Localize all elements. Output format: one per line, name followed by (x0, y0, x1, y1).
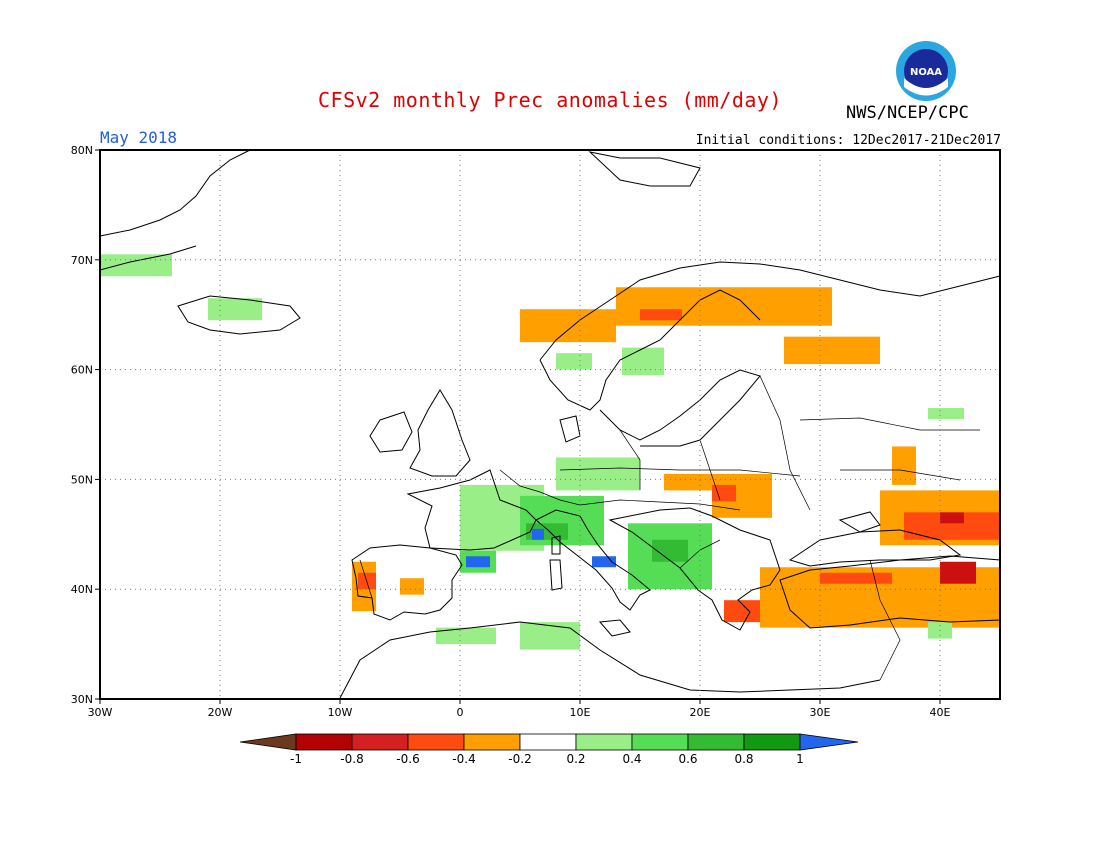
anomaly-region-17 (820, 572, 892, 584)
anomaly-region-33 (436, 627, 496, 645)
colorbar-label-1: -0.8 (340, 752, 364, 766)
colorbar-label-5: 0.2 (566, 752, 586, 766)
anomaly-region-29 (532, 528, 544, 540)
colorbar-segment-3 (407, 733, 465, 751)
lat-tick-label-0: 30N (71, 693, 93, 706)
colorbar-label-7: 0.6 (678, 752, 698, 766)
corsica-coast (551, 535, 561, 555)
anomaly-region-6 (556, 353, 592, 370)
iceland (177, 295, 301, 335)
colorbar-label-9: 1 (796, 752, 804, 766)
anomaly-region-9 (928, 408, 964, 420)
chart-title: CFSv2 monthly Prec anomalies (mm/day) (317, 88, 783, 112)
lon-tick-label-7: 40E (930, 706, 951, 719)
colorbar-segment-5 (519, 733, 577, 751)
anomaly-region-21 (358, 572, 376, 590)
anomaly-layer (100, 254, 1000, 650)
lat-tick-label-3: 60N (71, 364, 93, 377)
colorbar-segment-1 (295, 733, 353, 751)
lat-tick-label-1: 40N (71, 583, 93, 596)
greenland (99, 149, 251, 271)
colorbar-arrow-high (799, 733, 859, 751)
anomaly-region-30 (592, 556, 616, 568)
baltic (599, 369, 761, 447)
agency-label: NWS/NCEP/CPC (846, 103, 969, 123)
italy-coast (535, 509, 651, 611)
anomaly-region-7 (622, 347, 664, 376)
month-label: May 2018 (100, 128, 178, 147)
colorbar (239, 733, 859, 751)
anomaly-region-1 (208, 298, 262, 321)
axis-ticks: 30W 20W 10W 0 10E 20E 30E 40E 30N 40N 50N 60N 70N 80N (71, 144, 951, 719)
lat-lon-grid (100, 150, 1000, 699)
sicily-coast (598, 619, 631, 637)
lon-tick-label-1: 20W (208, 706, 233, 719)
lon-tick-label-4: 10E (570, 706, 591, 719)
initial-conditions: Initial conditions: 12Dec2017-21Dec2017 (695, 133, 1001, 148)
colorbar-label-0: -1 (290, 752, 302, 766)
anomaly-region-32 (652, 539, 688, 562)
british-isles (409, 389, 471, 477)
anomaly-region-11 (712, 484, 736, 502)
anomaly-region-19 (724, 600, 760, 623)
colorbar-label-2: -0.6 (396, 752, 420, 766)
colorbar-label-3: -0.4 (452, 752, 476, 766)
anomaly-region-15 (940, 512, 964, 524)
anomaly-region-2 (520, 309, 616, 343)
colorbar-label-6: 0.4 (622, 752, 642, 766)
anomaly-region-26 (556, 457, 640, 491)
france-coast (406, 469, 537, 551)
noaa-logo: NOAA (896, 41, 956, 101)
anomaly-region-0 (100, 254, 172, 277)
anomaly-region-22 (400, 578, 424, 595)
anomaly-region-4 (640, 309, 682, 321)
colorbar-arrow-low (239, 733, 297, 751)
anomaly-region-5 (784, 336, 880, 365)
norway-sweden (539, 289, 761, 411)
colorbar-label-4: -0.2 (508, 752, 532, 766)
sardinia-coast (549, 559, 563, 591)
colorbar-segment-7 (631, 733, 689, 751)
lon-tick-label-0: 30W (88, 706, 113, 719)
anomaly-region-18 (940, 561, 976, 584)
north-africa-coast (339, 621, 881, 699)
colorbar-segment-6 (575, 733, 633, 751)
ireland (369, 411, 413, 453)
crimea (838, 511, 881, 533)
lon-tick-label-6: 30E (810, 706, 831, 719)
noaa-logo-text: NOAA (910, 67, 942, 78)
map-frame (99, 149, 1001, 700)
svalbard (588, 151, 701, 187)
lon-tick-label-5: 20E (690, 706, 711, 719)
black-sea (788, 529, 962, 567)
colorbar-segment-2 (351, 733, 409, 751)
scandinavia-coast (539, 261, 1001, 361)
colorbar-segment-9 (743, 733, 801, 751)
anomaly-region-28 (466, 556, 490, 568)
lon-tick-label-3: 0 (457, 706, 464, 719)
iberia-coast (351, 544, 463, 621)
anomaly-region-12 (664, 473, 712, 491)
anomaly-region-8 (892, 446, 916, 485)
lat-tick-label-2: 50N (71, 473, 93, 486)
lon-tick-label-2: 10W (328, 706, 353, 719)
lat-tick-label-4: 70N (71, 254, 93, 267)
colorbar-segment-8 (687, 733, 745, 751)
anomaly-region-34 (520, 622, 580, 650)
colorbar-label-8: 0.8 (734, 752, 754, 766)
lat-tick-label-5: 80N (71, 144, 93, 157)
colorbar-segment-4 (463, 733, 521, 751)
